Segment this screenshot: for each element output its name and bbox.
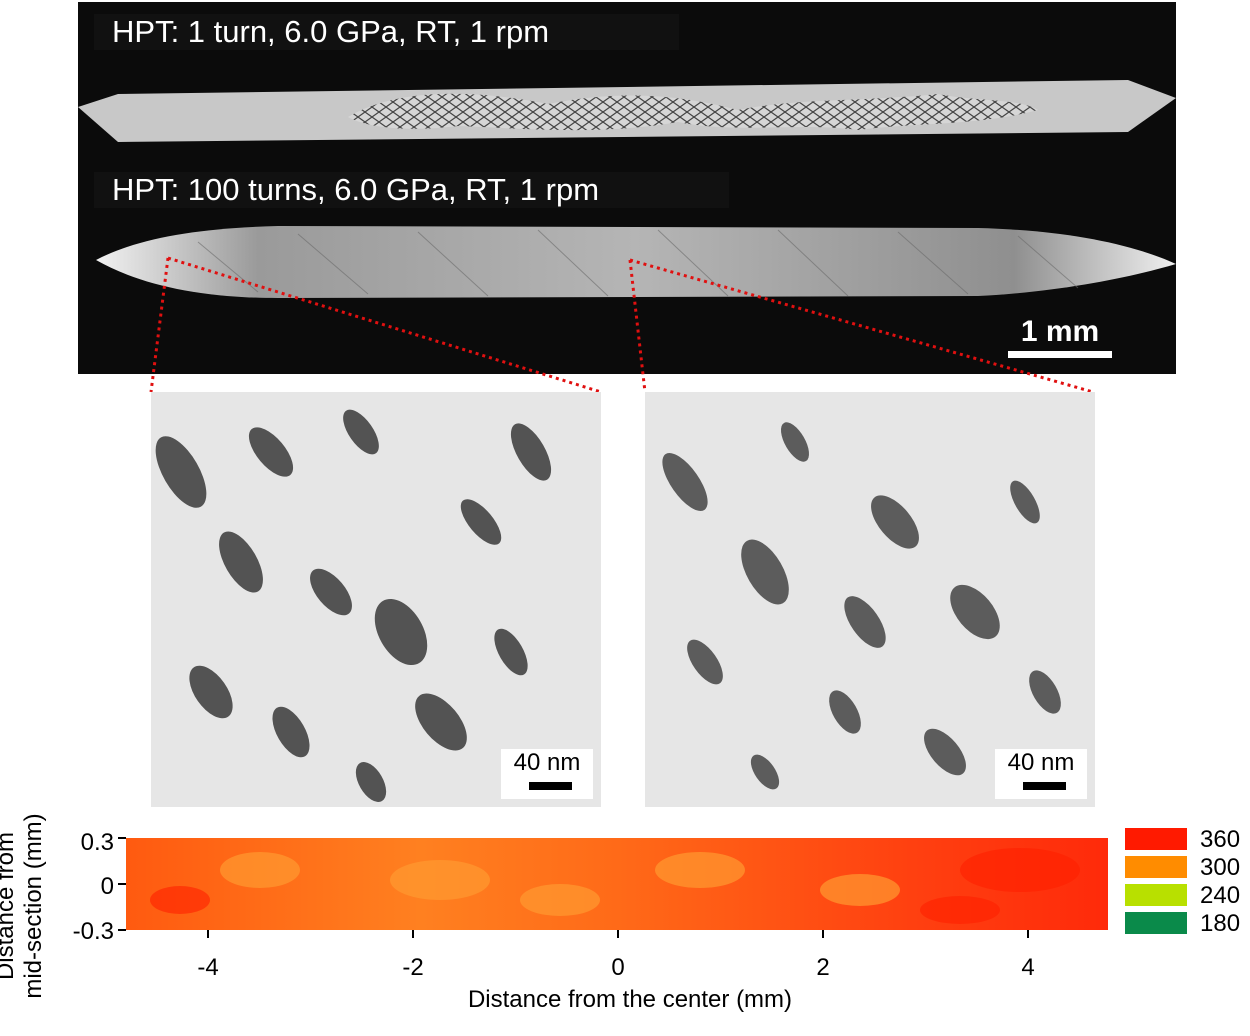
- sem-disk-images: [78, 80, 1176, 298]
- tem-scale-bar-left: [529, 782, 572, 790]
- tem-scale-label-right: 40 nm: [1007, 749, 1075, 776]
- tem-scale-label-left: 40 nm: [513, 749, 581, 776]
- zoom-indicator-lines: [149, 256, 1094, 394]
- sem-scale-label: 1 mm: [1020, 315, 1100, 348]
- tem-image-center: 40 nm: [645, 392, 1095, 807]
- sem-disk-2: [96, 226, 1176, 298]
- zoom-line-right-b: [629, 258, 1094, 394]
- x-tick-0: 0: [611, 954, 625, 981]
- legend-label-180: 180: [1200, 910, 1241, 937]
- zoom-line-left-b: [167, 256, 602, 394]
- legend-label-240: 240: [1200, 882, 1241, 909]
- y-axis-label-line2: mid-section (mm): [20, 813, 47, 999]
- tem-scale-box-right: 40 nm: [995, 749, 1087, 799]
- sem-micrograph-panel: HPT: 1 turn, 6.0 GPa, RT, 1 rpm HPT: 100…: [78, 2, 1176, 374]
- y-axis-label: Distance from mid-section (mm): [0, 776, 52, 1036]
- zoom-line-right-a: [628, 259, 647, 393]
- x-tick-neg4: -4: [197, 954, 219, 981]
- y-tick-0: 0: [100, 873, 114, 900]
- sem-scale-bar: [1008, 351, 1112, 358]
- x-tick-neg2: -2: [402, 954, 424, 981]
- x-tick-2: 2: [816, 954, 830, 981]
- tem-scale-box-left: 40 nm: [501, 749, 593, 799]
- tem-scale-bar-right: [1023, 782, 1066, 790]
- legend-label-360: 360: [1200, 826, 1241, 853]
- legend-swatch-300: [1125, 856, 1187, 878]
- sem-label-100-turns: HPT: 100 turns, 6.0 GPa, RT, 1 rpm: [94, 172, 730, 208]
- tem-grains-right: [662, 422, 1061, 790]
- y-tick-0.3: 0.3: [80, 829, 114, 856]
- y-tick-neg-0.3: -0.3: [72, 918, 114, 945]
- legend-swatch-180: [1125, 912, 1187, 934]
- tem-image-edge: 40 nm: [151, 392, 601, 807]
- legend-swatch-360: [1125, 828, 1187, 850]
- legend-label-300: 300: [1200, 854, 1241, 881]
- x-axis-label: Distance from the center (mm): [467, 986, 793, 1013]
- zoom-line-left-a: [149, 257, 170, 393]
- sem-label-1-turn: HPT: 1 turn, 6.0 GPa, RT, 1 rpm: [94, 14, 680, 50]
- x-tick-4: 4: [1021, 954, 1035, 981]
- legend-swatch-240: [1125, 884, 1187, 906]
- y-axis-label-line1: Distance from: [0, 831, 19, 981]
